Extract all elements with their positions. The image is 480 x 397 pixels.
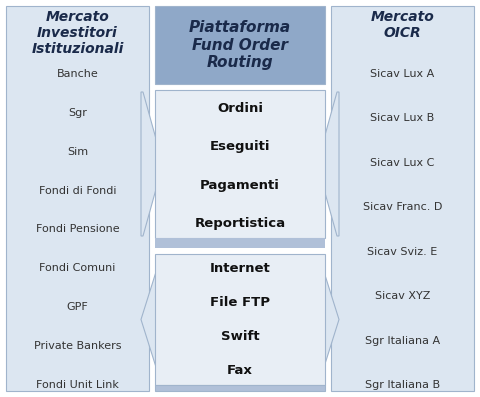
Text: Sicav Franc. D: Sicav Franc. D bbox=[363, 202, 442, 212]
FancyBboxPatch shape bbox=[155, 385, 325, 391]
Text: Internet: Internet bbox=[210, 262, 270, 274]
Polygon shape bbox=[141, 256, 163, 383]
Text: Private Bankers: Private Bankers bbox=[34, 341, 121, 351]
Text: Fax: Fax bbox=[227, 364, 253, 378]
Text: Swift: Swift bbox=[221, 330, 259, 343]
Text: Fondi Comuni: Fondi Comuni bbox=[39, 263, 116, 274]
Text: Fondi Pensione: Fondi Pensione bbox=[36, 224, 120, 235]
Text: Sicav XYZ: Sicav XYZ bbox=[375, 291, 430, 301]
FancyBboxPatch shape bbox=[155, 238, 325, 248]
Text: Sgr Italiana A: Sgr Italiana A bbox=[365, 335, 440, 345]
Text: Piattaforma
Fund Order
Routing: Piattaforma Fund Order Routing bbox=[189, 20, 291, 70]
Text: Sgr Italiana B: Sgr Italiana B bbox=[365, 380, 440, 390]
FancyBboxPatch shape bbox=[155, 6, 325, 84]
Text: File FTP: File FTP bbox=[210, 296, 270, 309]
FancyBboxPatch shape bbox=[331, 6, 474, 391]
Text: Fondi di Fondi: Fondi di Fondi bbox=[39, 186, 116, 196]
Text: Sgr: Sgr bbox=[68, 108, 87, 118]
FancyBboxPatch shape bbox=[155, 254, 325, 385]
Text: Sicav Lux A: Sicav Lux A bbox=[371, 69, 434, 79]
Text: Sicav Lux C: Sicav Lux C bbox=[370, 158, 435, 168]
Text: Sim: Sim bbox=[67, 147, 88, 157]
Polygon shape bbox=[141, 92, 163, 236]
Text: Sicav Lux B: Sicav Lux B bbox=[371, 114, 434, 123]
Text: Ordini: Ordini bbox=[217, 102, 263, 114]
Text: Fondi Unit Link: Fondi Unit Link bbox=[36, 380, 119, 390]
Text: Pagamenti: Pagamenti bbox=[200, 179, 280, 192]
Polygon shape bbox=[317, 256, 339, 383]
Text: Mercato
OICR: Mercato OICR bbox=[371, 10, 434, 40]
FancyBboxPatch shape bbox=[6, 6, 149, 391]
Text: Sicav Sviz. E: Sicav Sviz. E bbox=[367, 247, 438, 257]
Text: Reportistica: Reportistica bbox=[194, 218, 286, 231]
Text: GPF: GPF bbox=[67, 302, 88, 312]
Polygon shape bbox=[317, 92, 339, 236]
FancyBboxPatch shape bbox=[155, 90, 325, 238]
Text: Banche: Banche bbox=[57, 69, 98, 79]
Text: Mercato
Investitori
Istituzionali: Mercato Investitori Istituzionali bbox=[31, 10, 124, 56]
Text: Eseguiti: Eseguiti bbox=[210, 140, 270, 153]
